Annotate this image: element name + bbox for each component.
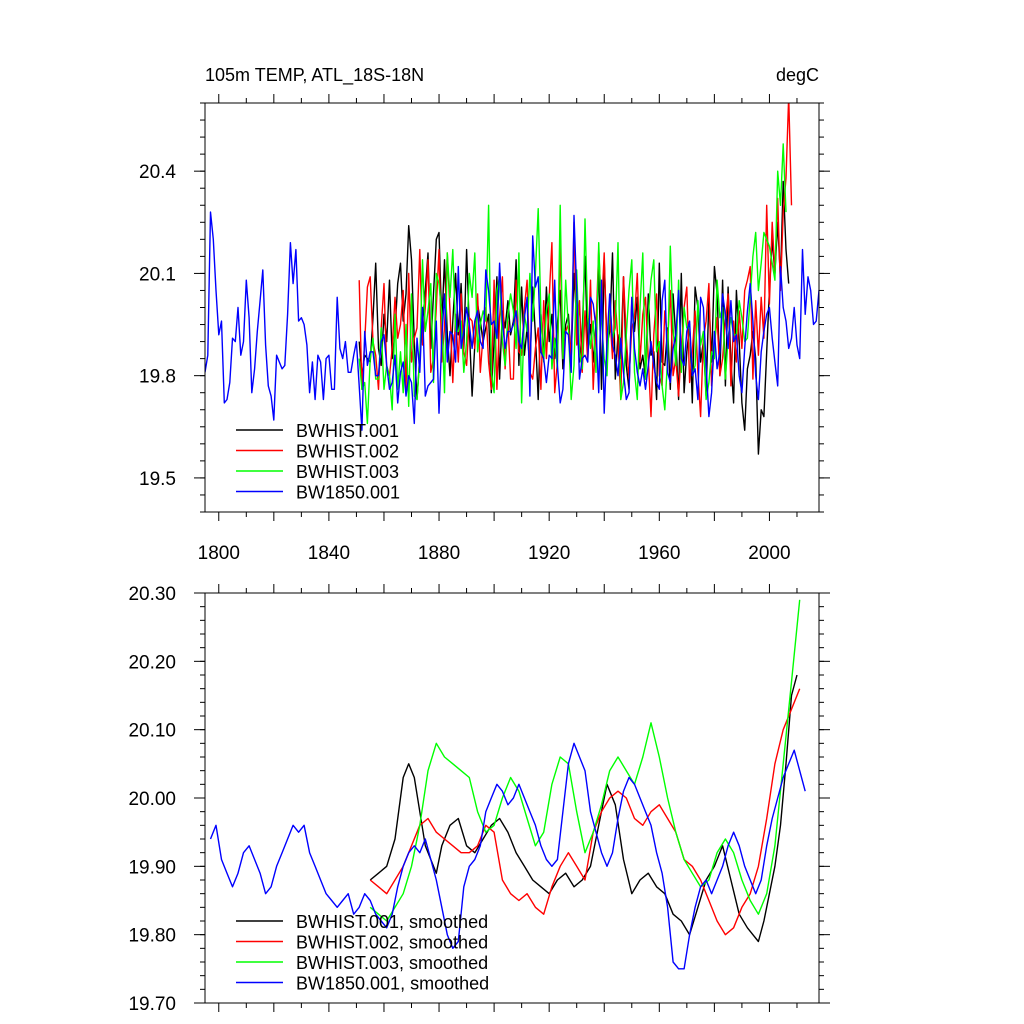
series-line-4 (209, 742, 806, 970)
series-line-3 (369, 599, 801, 922)
y-tick-label: 19.70 (128, 994, 176, 1015)
x-ticks (218, 584, 798, 1012)
series-line-1 (369, 674, 798, 943)
chart-panel-2: 19.70 19.80 19.90 20.00 20.10 20.20 20.30 BWHIS… (128, 584, 830, 1015)
x-tick-label: 2000 (748, 543, 790, 564)
x-tick-label: 1920 (528, 543, 570, 564)
y-tick-label: 20.1 (139, 264, 176, 285)
series-line-2 (358, 103, 793, 418)
x-tick-label: 1800 (198, 543, 240, 564)
legend-label: BWHIST.001 (296, 421, 399, 441)
y-tick-label: 20.20 (128, 652, 176, 673)
x-tick-label: 1960 (638, 543, 680, 564)
series-lines (205, 103, 819, 455)
y-ticks: 19.70 19.80 19.90 20.00 20.10 20.20 20.30 (128, 584, 830, 1015)
x-tick-label: 1840 (308, 543, 350, 564)
series-line-2 (369, 688, 801, 936)
y-tick-label: 19.8 (139, 367, 176, 388)
legend-label: BWHIST.003 (296, 462, 399, 482)
y-tick-label: 19.5 (139, 469, 176, 490)
chart-panel-1: 1800 1840 1880 1920 1960 2000 19.5 19.8 20.1 20.4… (139, 65, 830, 564)
y-tick-label: 19.80 (128, 926, 176, 947)
units-label: degC (776, 65, 819, 85)
legend-label: BWHIST.001, smoothed (296, 912, 488, 932)
legend-label: BWHIST.003, smoothed (296, 953, 488, 973)
y-ticks: 19.5 19.8 20.1 20.4 (139, 102, 830, 513)
y-tick-label: 20.4 (139, 162, 176, 183)
y-tick-label: 20.00 (128, 789, 176, 810)
legend-label: BWHIST.002, smoothed (296, 933, 488, 953)
legend-label: BW1850.001 (296, 483, 400, 503)
legend-label: BW1850.001, smoothed (296, 974, 489, 994)
chart-title: 105m TEMP, ATL_18S-18N (205, 65, 424, 86)
x-tick-label: 1880 (418, 543, 460, 564)
series-lines (209, 599, 806, 970)
y-tick-label: 20.30 (128, 584, 176, 605)
legend-label: BWHIST.002 (296, 442, 399, 462)
y-tick-label: 20.10 (128, 721, 176, 742)
y-tick-label: 19.90 (128, 857, 176, 878)
x-ticks: 1800 1840 1880 1920 1960 2000 (198, 94, 798, 564)
series-line-4 (205, 211, 819, 431)
